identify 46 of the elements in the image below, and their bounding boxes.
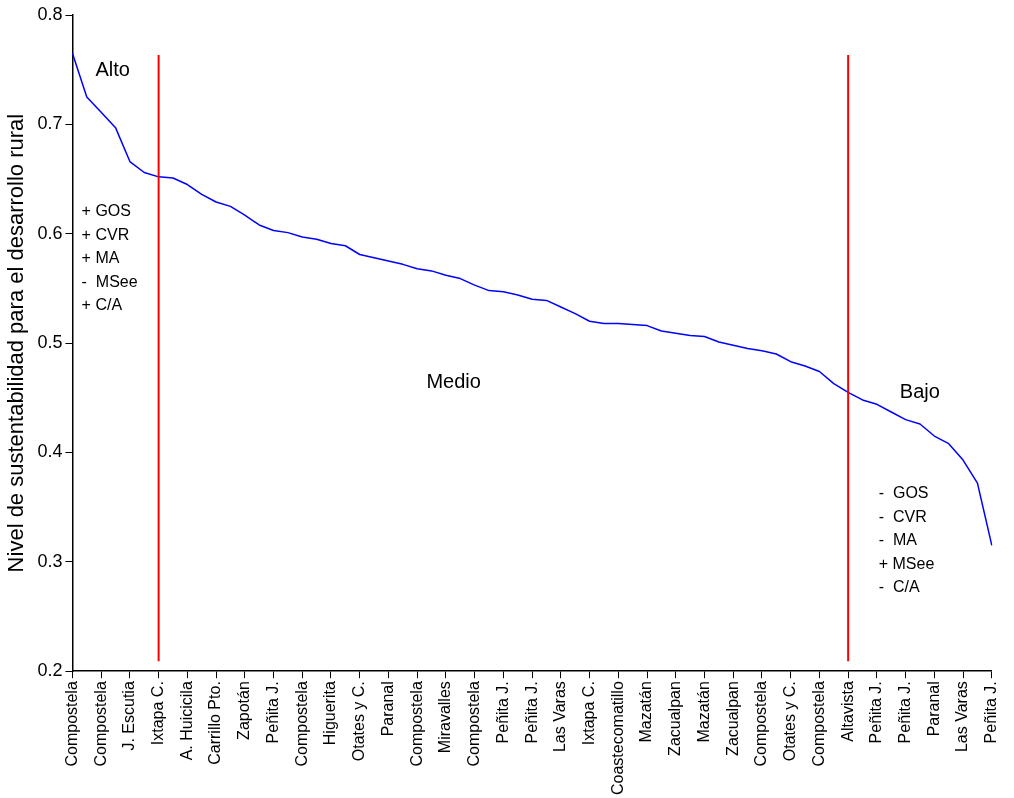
x-tick-label: Peñita J. bbox=[493, 681, 511, 744]
x-tick-label: J. Escutia bbox=[120, 681, 138, 751]
x-tick-label: Coastecomatillo bbox=[608, 681, 626, 795]
x-tick-label: Compostela bbox=[91, 681, 109, 767]
x-tick-label: Peñita J. bbox=[263, 681, 281, 744]
annotation: Bajo bbox=[899, 379, 940, 402]
x-tick-label: Peñita J. bbox=[522, 681, 540, 744]
x-tick-label: Paranal bbox=[924, 681, 942, 737]
annotation: Alto bbox=[95, 58, 130, 81]
x-tick-label: Carrillo Pto. bbox=[206, 681, 224, 765]
x-tick-label: Zapotán bbox=[235, 681, 253, 740]
y-tick-label: 0.5 bbox=[37, 332, 63, 353]
x-tick-label: Paranal bbox=[378, 681, 396, 737]
x-tick-label: Higuerita bbox=[321, 681, 339, 746]
y-tick-label: 0.8 bbox=[37, 3, 63, 24]
annotation: - GOS - CVR - MA + MSee - C/A bbox=[878, 484, 935, 596]
x-tick-label: Otates y C. bbox=[350, 681, 368, 762]
x-tick-label: Peñita J. bbox=[896, 681, 914, 744]
y-tick-label: 0.4 bbox=[37, 441, 63, 462]
x-tick-label: Miravalles bbox=[436, 681, 454, 754]
x-tick-label: Peñita J. bbox=[867, 681, 885, 744]
x-tick-label: A. Huicicila bbox=[177, 681, 195, 761]
x-tick-label: Ixtapa C. bbox=[149, 681, 167, 746]
x-tick-label: Compostela bbox=[809, 681, 827, 767]
x-tick-label: Zacualpan bbox=[723, 681, 741, 756]
x-tick-label: Compostela bbox=[752, 681, 770, 767]
annotation: + GOS + CVR + MA - MSee + C/A bbox=[81, 202, 138, 314]
y-axis-title: Nivel de sustentabilidad para el desarrollo rural bbox=[3, 113, 29, 573]
y-tick-label: 0.3 bbox=[37, 550, 63, 571]
x-tick-label: Compostela bbox=[407, 681, 425, 767]
x-tick-label: Altavista bbox=[838, 681, 856, 742]
y-tick-label: 0.2 bbox=[37, 660, 63, 681]
x-tick-label: Compostela bbox=[465, 681, 483, 767]
x-tick-label: Zacualpan bbox=[666, 681, 684, 756]
x-tick-label: Compostela bbox=[62, 681, 80, 767]
x-tick-label: Peñita J. bbox=[982, 681, 1000, 744]
y-tick-label: 0.7 bbox=[37, 113, 63, 134]
x-tick-label: Compostela bbox=[292, 681, 310, 767]
x-tick-label: Las Varas bbox=[551, 681, 569, 753]
annotation: Medio bbox=[426, 369, 481, 392]
x-tick-label: Las Varas bbox=[953, 681, 971, 753]
x-tick-label: Mazatán bbox=[694, 681, 712, 743]
y-tick-label: 0.6 bbox=[37, 222, 63, 243]
x-tick-label: Ixtapa C. bbox=[579, 681, 597, 746]
x-tick-label: Otates y C. bbox=[781, 681, 799, 762]
x-tick-label: Mazatán bbox=[637, 681, 655, 743]
